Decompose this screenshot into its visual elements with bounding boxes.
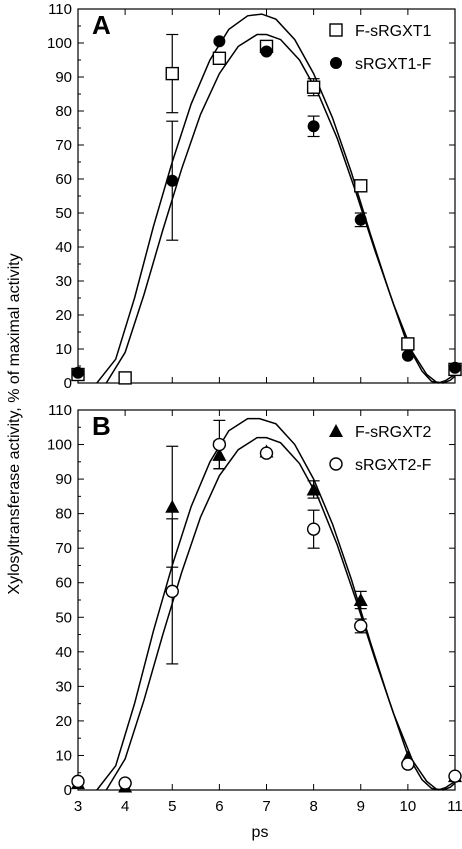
- y-tick-label-a: 20: [55, 307, 72, 324]
- y-tick-label-a: 60: [55, 171, 72, 188]
- y-tick-label-a: 100: [47, 35, 72, 52]
- y-tick-label-b: 20: [55, 713, 72, 730]
- y-tick-label-b: 90: [55, 471, 72, 488]
- fit-curve-a-1: [96, 13, 456, 384]
- y-tick-label-a: 50: [55, 205, 72, 222]
- y-tick-label-b: 60: [55, 575, 72, 592]
- data-point: [118, 371, 132, 385]
- fit-curve-a-2: [105, 33, 456, 384]
- x-tick-label: 5: [168, 798, 176, 815]
- y-tick-label-b: 10: [55, 747, 72, 764]
- data-point: [212, 51, 227, 65]
- y-axis-title: Xylosyltransferase activity, % of maxima…: [6, 253, 23, 594]
- x-tick-label: 3: [74, 798, 82, 815]
- y-tick-label-a: 40: [55, 239, 72, 256]
- data-point: [212, 437, 227, 452]
- x-tick-label: 7: [262, 798, 270, 815]
- data-point: [260, 45, 273, 58]
- data-point: [307, 120, 320, 133]
- legend-label: sRGXT1-F: [355, 56, 432, 73]
- data-point: [401, 349, 414, 362]
- data-point: [72, 366, 84, 379]
- data-point: [118, 776, 132, 790]
- data-point: [213, 35, 226, 48]
- data-point: [306, 482, 321, 496]
- data-point: [401, 757, 415, 771]
- legend-marker: [330, 57, 342, 69]
- data-point: [354, 179, 368, 193]
- y-tick-label-a: 80: [55, 103, 72, 120]
- fit-curve-b-1: [96, 417, 456, 791]
- panel-b: 0 10 20 30 40 50 60 70 80 90 100 110 B F-sRGXT2 sRGXT2…: [47, 402, 462, 799]
- y-tick-label-a: 110: [48, 1, 72, 18]
- data-point: [448, 769, 462, 783]
- data-point: [165, 499, 180, 513]
- y-tick-label-b: 40: [55, 644, 72, 661]
- x-tick-label: 4: [121, 798, 129, 815]
- data-point: [306, 80, 321, 94]
- y-tick-label-b: 110: [48, 402, 72, 419]
- legend-marker: [329, 457, 343, 471]
- data-point: [306, 522, 321, 536]
- legend-label: F-sRGXT1: [355, 23, 432, 40]
- data-point: [353, 593, 368, 606]
- x-tick-label: 8: [309, 798, 317, 815]
- x-tick-label: 9: [357, 798, 365, 815]
- legend-label: sRGXT2-F: [355, 457, 432, 474]
- y-tick-label-a: 0: [64, 375, 72, 392]
- data-point: [166, 174, 179, 187]
- x-axis-ticks: 3 4 5 6 7 8 9 10 11: [74, 798, 462, 815]
- x-tick-label: 11: [447, 798, 462, 815]
- y-tick-label-a: 10: [55, 341, 72, 358]
- y-tick-label-b: 50: [55, 609, 72, 626]
- y-tick-label-b: 100: [47, 437, 72, 454]
- y-tick-label-b: 70: [55, 540, 72, 557]
- x-tick-label: 10: [400, 798, 417, 815]
- y-tick-label-a: 30: [55, 273, 72, 290]
- data-point: [354, 213, 367, 226]
- data-point: [71, 774, 85, 789]
- y-tick-label-b: 0: [64, 782, 72, 799]
- legend-marker: [329, 23, 343, 37]
- panel-label-b: B: [92, 411, 111, 441]
- data-point: [259, 446, 274, 460]
- y-tick-label-a: 70: [55, 137, 72, 154]
- y-tick-label-a: 90: [55, 69, 72, 86]
- y-tick-label-b: 30: [55, 678, 72, 695]
- data-point: [449, 361, 461, 374]
- x-axis-title: ps: [252, 824, 269, 841]
- y-tick-label-b: 80: [55, 506, 72, 523]
- x-tick-label: 6: [215, 798, 223, 815]
- panel-label-a: A: [92, 10, 111, 40]
- legend-label: F-sRGXT2: [355, 424, 432, 441]
- data-point: [401, 337, 415, 351]
- data-point: [354, 619, 368, 633]
- data-point: [165, 584, 179, 599]
- panel-a: 0 10 20 30 40 50 60 70 80 90 100 110 A F-sRGXT1 sRGXT1…: [47, 1, 462, 392]
- legend-marker: [329, 424, 343, 437]
- data-point: [165, 66, 179, 81]
